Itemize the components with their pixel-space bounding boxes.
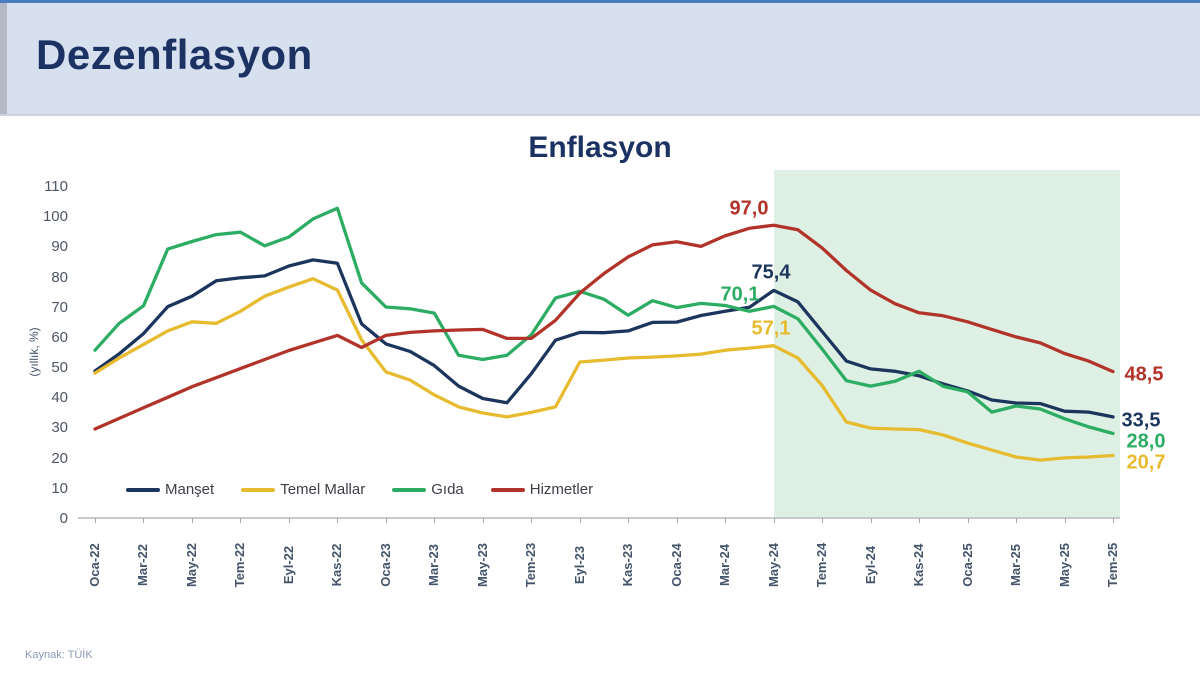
- x-axis-tick: Tem-23: [523, 542, 539, 588]
- x-axis-tick: Tem-22: [232, 542, 248, 588]
- header-side-strip: [0, 3, 7, 114]
- y-axis-tick: 40: [51, 389, 68, 407]
- x-axis-tick-mark: [628, 518, 630, 523]
- y-axis-tick: 10: [51, 479, 68, 497]
- x-axis-tick: Kas-22: [329, 543, 345, 587]
- legend-swatch-Temel Mallar: [241, 487, 276, 492]
- data-label-Hizmetler-Tem-25: 48,5: [1124, 363, 1164, 386]
- x-axis-tick-mark: [1064, 518, 1066, 523]
- x-axis-tick-mark: [191, 518, 193, 523]
- legend-item-Gıda: Gıda: [392, 481, 464, 498]
- x-axis-tick: Mar-22: [135, 544, 151, 586]
- legend-label-Manşet: Manşet: [165, 481, 215, 498]
- y-axis-tick: 70: [51, 298, 68, 316]
- legend-item-Temel Mallar: Temel Mallar: [241, 481, 365, 498]
- x-axis-tick-mark: [337, 518, 339, 523]
- chart-title: Enflasyon: [528, 131, 672, 164]
- x-axis-tick-mark: [773, 518, 775, 523]
- data-label-Manşet-May-24: 75,4: [751, 261, 791, 284]
- page-title: Dezenflasyon: [36, 31, 313, 78]
- x-axis-tick: May-25: [1056, 542, 1072, 588]
- y-axis-tick: 60: [51, 328, 68, 346]
- forecast-highlight-region: [773, 170, 1120, 518]
- x-axis-tick-mark: [725, 518, 727, 523]
- legend-swatch-Gıda: [392, 487, 427, 492]
- x-axis-tick: May-22: [183, 542, 199, 588]
- x-axis-tick: Oca-22: [87, 543, 102, 587]
- y-axis-tick: 90: [51, 238, 68, 256]
- x-axis-tick: Kas-23: [620, 543, 636, 587]
- x-axis-tick-mark: [143, 518, 145, 523]
- x-axis-tick: Oca-25: [959, 543, 975, 587]
- x-axis-tick-mark: [579, 518, 581, 523]
- legend-swatch-Manşet: [126, 487, 160, 492]
- data-label-Gıda-May-24: 70,1: [720, 283, 760, 306]
- x-axis-tick-mark: [1112, 518, 1114, 523]
- x-axis-tick: Oca-24: [668, 543, 684, 587]
- source-note: Kaynak: TÜİK: [25, 649, 93, 661]
- data-label-Manşet-Tem-25: 33,5: [1121, 409, 1161, 432]
- y-axis-tick: 110: [44, 178, 68, 195]
- legend-item-Manşet: Manşet: [126, 481, 214, 498]
- x-axis-tick: Tem-25: [1104, 542, 1120, 588]
- legend-label-Temel Mallar: Temel Mallar: [280, 481, 366, 498]
- x-axis-tick-mark: [676, 518, 678, 523]
- x-axis-tick-mark: [385, 518, 387, 523]
- legend-item-Hizmetler: Hizmetler: [490, 481, 594, 498]
- x-axis-tick: Mar-23: [426, 544, 442, 586]
- x-axis-tick-mark: [240, 518, 242, 523]
- data-label-Hizmetler-May-24: 97,0: [729, 197, 769, 220]
- y-axis-tick: 20: [51, 449, 68, 467]
- y-axis-tick: 80: [51, 268, 68, 286]
- x-axis-tick: Mar-24: [717, 544, 733, 586]
- x-axis-tick: Eyl-24: [862, 545, 878, 585]
- x-axis-tick-mark: [919, 518, 921, 523]
- x-axis-tick-mark: [434, 518, 436, 523]
- x-axis-tick: May-24: [765, 542, 781, 588]
- y-axis-tick: 30: [51, 419, 68, 437]
- x-axis-tick: Mar-25: [1008, 544, 1024, 586]
- x-axis-tick: Oca-23: [377, 543, 393, 587]
- header-bar: Dezenflasyon: [0, 0, 1200, 116]
- y-axis-tick: 0: [59, 510, 68, 527]
- x-axis-tick-mark: [1016, 518, 1018, 523]
- chart-legend: Manşet Temel Mallar Gıda Hizmetler: [126, 481, 593, 498]
- x-axis-tick-mark: [288, 518, 290, 523]
- data-label-Temel Mallar-May-24: 57,1: [751, 317, 791, 340]
- data-label-Temel Mallar-Tem-25: 20,7: [1126, 451, 1166, 474]
- x-axis-tick-mark: [482, 518, 484, 523]
- x-axis-tick-mark: [967, 518, 969, 523]
- x-axis-tick-mark: [822, 518, 824, 523]
- x-axis-tick-mark: [531, 518, 533, 523]
- x-axis-tick-mark: [870, 518, 872, 523]
- y-axis-title: (yıllık, %): [27, 327, 41, 377]
- x-axis-line: [78, 517, 1120, 519]
- x-axis-tick: Eyl-23: [571, 545, 587, 585]
- legend-swatch-Hizmetler: [490, 487, 525, 492]
- x-axis-tick: Kas-24: [911, 543, 927, 587]
- legend-label-Hizmetler: Hizmetler: [529, 481, 594, 498]
- x-axis-tick-mark: [95, 518, 96, 523]
- y-axis-tick: 100: [42, 208, 68, 226]
- x-axis-tick: Eyl-22: [280, 545, 296, 585]
- legend-label-Gıda: Gıda: [431, 481, 464, 498]
- y-axis-tick: 50: [51, 359, 68, 377]
- data-label-Gıda-Tem-25: 28,0: [1126, 430, 1166, 453]
- x-axis-tick: May-23: [474, 542, 490, 588]
- x-axis-tick: Tem-24: [814, 542, 830, 588]
